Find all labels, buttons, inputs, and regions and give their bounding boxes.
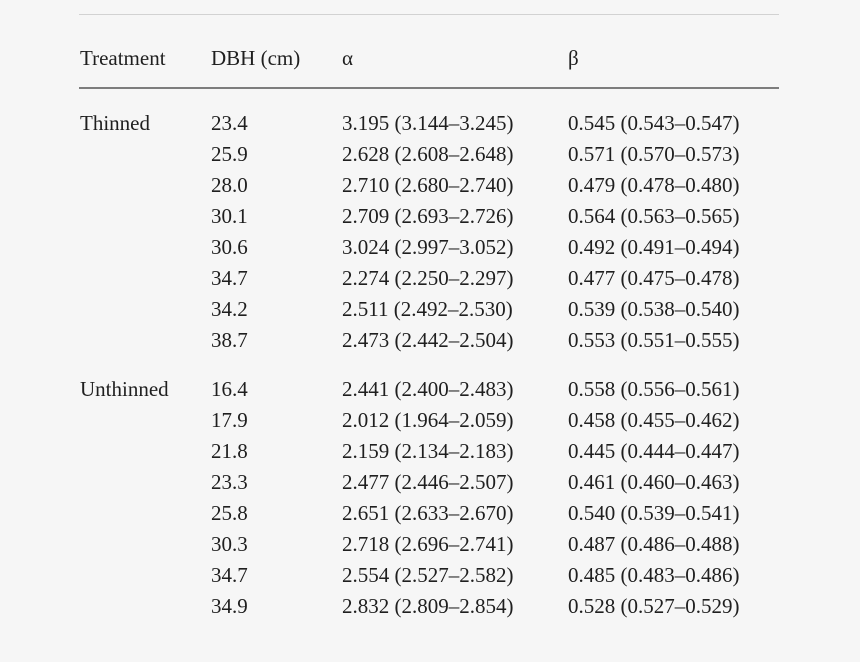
- column-header-alpha: α: [342, 46, 354, 70]
- dbh-value: 16.4: [211, 377, 248, 401]
- treatment-spacer: [79, 467, 210, 498]
- dbh-value: 30.6: [211, 235, 248, 259]
- alpha-value: 2.441 (2.400–2.483): [342, 377, 514, 401]
- table-header-rule: [79, 87, 779, 89]
- beta-value: 0.571 (0.570–0.573): [568, 142, 740, 166]
- treatment-spacer: [79, 498, 210, 529]
- dbh-value: 34.7: [211, 266, 248, 290]
- table-top-rule: [79, 14, 779, 15]
- dbh-value: 34.9: [211, 594, 248, 618]
- beta-value: 0.492 (0.491–0.494): [568, 235, 740, 259]
- dbh-value: 23.3: [211, 470, 248, 494]
- beta-value: 0.545 (0.543–0.547): [568, 111, 740, 135]
- dbh-value: 30.1: [211, 204, 248, 228]
- beta-value: 0.487 (0.486–0.488): [568, 532, 740, 556]
- alpha-value: 2.709 (2.693–2.726): [342, 204, 514, 228]
- alpha-value: 2.477 (2.446–2.507): [342, 470, 514, 494]
- alpha-value: 2.473 (2.442–2.504): [342, 328, 514, 352]
- treatment-spacer: [79, 232, 210, 263]
- beta-value: 0.461 (0.460–0.463): [568, 470, 740, 494]
- treatment-label: Unthinned: [80, 377, 169, 401]
- parameters-table: Treatment DBH (cm) α β Thinned 23.4 3.19…: [79, 0, 779, 622]
- section-unthinned: Unthinned 16.4 2.441 (2.400–2.483) 0.558…: [79, 374, 779, 622]
- treatment-spacer: [79, 405, 210, 436]
- dbh-value: 30.3: [211, 532, 248, 556]
- beta-value: 0.564 (0.563–0.565): [568, 204, 740, 228]
- treatment-label: Thinned: [80, 111, 150, 135]
- alpha-value: 2.554 (2.527–2.582): [342, 563, 514, 587]
- alpha-value: 2.832 (2.809–2.854): [342, 594, 514, 618]
- column-header-treatment: Treatment: [80, 46, 166, 70]
- section-thinned: Thinned 23.4 3.195 (3.144–3.245) 0.545 (…: [79, 108, 779, 356]
- dbh-value: 21.8: [211, 439, 248, 463]
- dbh-value: 34.2: [211, 297, 248, 321]
- alpha-value: 2.628 (2.608–2.648): [342, 142, 514, 166]
- dbh-value: 34.7: [211, 563, 248, 587]
- treatment-spacer: [79, 560, 210, 591]
- beta-value: 0.528 (0.527–0.529): [568, 594, 740, 618]
- treatment-spacer: [79, 325, 210, 356]
- table-header-row: Treatment DBH (cm) α β: [79, 15, 779, 87]
- alpha-value: 2.012 (1.964–2.059): [342, 408, 514, 432]
- treatment-spacer: [79, 529, 210, 560]
- beta-value: 0.445 (0.444–0.447): [568, 439, 740, 463]
- treatment-spacer: [79, 263, 210, 294]
- column-header-dbh: DBH (cm): [211, 46, 301, 70]
- alpha-value: 3.195 (3.144–3.245): [342, 111, 514, 135]
- beta-value: 0.479 (0.478–0.480): [568, 173, 740, 197]
- treatment-spacer: [79, 139, 210, 170]
- beta-value: 0.540 (0.539–0.541): [568, 501, 740, 525]
- alpha-value: 3.024 (2.997–3.052): [342, 235, 514, 259]
- treatment-spacer: [79, 170, 210, 201]
- alpha-value: 2.710 (2.680–2.740): [342, 173, 514, 197]
- dbh-value: 23.4: [211, 111, 248, 135]
- dbh-value: 38.7: [211, 328, 248, 352]
- dbh-value: 17.9: [211, 408, 248, 432]
- alpha-value: 2.718 (2.696–2.741): [342, 532, 514, 556]
- alpha-value: 2.159 (2.134–2.183): [342, 439, 514, 463]
- beta-value: 0.458 (0.455–0.462): [568, 408, 740, 432]
- treatment-spacer: [79, 591, 210, 622]
- column-header-beta: β: [568, 46, 579, 70]
- beta-value: 0.539 (0.538–0.540): [568, 297, 740, 321]
- beta-value: 0.485 (0.483–0.486): [568, 563, 740, 587]
- beta-value: 0.553 (0.551–0.555): [568, 328, 740, 352]
- treatment-spacer: [79, 436, 210, 467]
- dbh-value: 28.0: [211, 173, 248, 197]
- alpha-value: 2.511 (2.492–2.530): [342, 297, 513, 321]
- dbh-value: 25.8: [211, 501, 248, 525]
- dbh-value: 25.9: [211, 142, 248, 166]
- alpha-value: 2.651 (2.633–2.670): [342, 501, 514, 525]
- beta-value: 0.558 (0.556–0.561): [568, 377, 740, 401]
- treatment-spacer: [79, 294, 210, 325]
- beta-value: 0.477 (0.475–0.478): [568, 266, 740, 290]
- alpha-value: 2.274 (2.250–2.297): [342, 266, 514, 290]
- treatment-spacer: [79, 201, 210, 232]
